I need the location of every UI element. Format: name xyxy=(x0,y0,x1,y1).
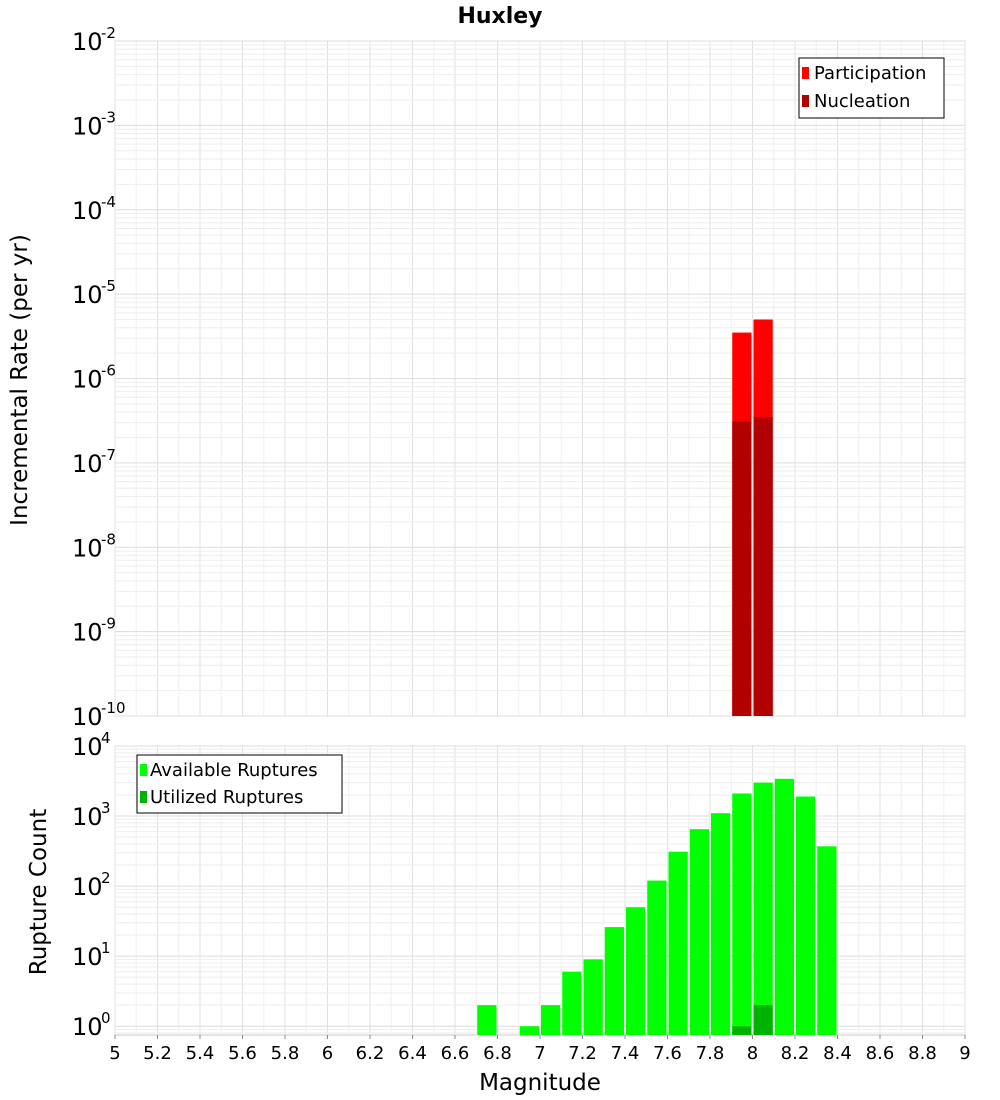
top-y-tick-label: 10 xyxy=(72,112,103,140)
legend-label-nucleation: Nucleation xyxy=(814,91,910,112)
bottom-y-tick-exponent: 1 xyxy=(101,939,111,957)
x-tick-label: 8.2 xyxy=(781,1043,810,1064)
bottom-y-tick-label: 10 xyxy=(72,943,103,971)
bottom-bar-a xyxy=(647,880,667,1035)
bottom-bar-a xyxy=(689,829,709,1035)
x-tick-label: 8.4 xyxy=(823,1043,852,1064)
top-y-tick-exponent: -7 xyxy=(101,446,116,464)
bottom-bar-a xyxy=(604,927,624,1035)
chart-title: Huxley xyxy=(457,4,542,29)
bottom-y-tick-label: 10 xyxy=(72,803,103,831)
legend-swatch-available xyxy=(140,764,147,776)
top-y-tick-label: 10 xyxy=(72,450,103,478)
x-tick-label: 7.8 xyxy=(696,1043,725,1064)
x-tick-label: 6.4 xyxy=(398,1043,427,1064)
bottom-legend-box xyxy=(136,754,343,814)
bottom-bar-a xyxy=(774,778,794,1035)
bottom-y-tick-label: 10 xyxy=(72,1013,103,1041)
top-bar-b xyxy=(732,421,752,716)
top-y-tick-exponent: -2 xyxy=(101,24,116,42)
x-tick-label: 6.8 xyxy=(483,1043,512,1064)
bottom-y-tick-exponent: 3 xyxy=(101,799,111,817)
legend-swatch-nucleation xyxy=(802,95,809,107)
bottom-bar-a xyxy=(626,907,646,1035)
bottom-bar-b xyxy=(732,1026,752,1035)
bottom-bar-a xyxy=(753,782,773,1035)
bottom-bar-a xyxy=(796,796,816,1035)
top-y-tick-label: 10 xyxy=(72,281,103,309)
legend-label-participation: Participation xyxy=(814,63,926,84)
top-y-tick-label: 10 xyxy=(72,366,103,394)
top-y-tick-label: 10 xyxy=(72,197,103,225)
top-gridlines xyxy=(114,40,966,717)
x-tick-label: 5.4 xyxy=(186,1043,215,1064)
bottom-bar-a xyxy=(541,1005,561,1035)
bottom-bar-a xyxy=(711,813,731,1035)
top-legend: Participation Nucleation xyxy=(798,57,945,119)
top-y-tick-exponent: -10 xyxy=(101,699,126,717)
bottom-y-tick-exponent: 0 xyxy=(101,1009,111,1027)
top-y-tick-exponent: -4 xyxy=(101,193,116,211)
x-tick-label: 5.2 xyxy=(143,1043,172,1064)
top-y-tick-label: 10 xyxy=(72,28,103,56)
x-tick-label: 6.6 xyxy=(441,1043,470,1064)
top-y-tick-exponent: -3 xyxy=(101,108,116,126)
bottom-bar-a xyxy=(732,793,752,1035)
bottom-bar-a xyxy=(583,959,603,1035)
x-tick-label: 7 xyxy=(534,1043,545,1064)
bottom-y-tick-label: 10 xyxy=(72,873,103,901)
top-y-axis-label: Incremental Rate (per yr) xyxy=(7,234,33,526)
bottom-bar-a xyxy=(668,851,688,1035)
legend-label-available: Available Ruptures xyxy=(150,760,318,781)
bottom-bar-a xyxy=(817,846,837,1035)
x-tick-label: 5.8 xyxy=(271,1043,300,1064)
bottom-bar-a xyxy=(519,1026,539,1035)
top-y-tick-exponent: -5 xyxy=(101,277,116,295)
x-tick-label: 8.6 xyxy=(866,1043,895,1064)
legend-swatch-participation xyxy=(802,67,809,79)
x-tick-label: 5 xyxy=(109,1043,120,1064)
top-y-tick-label: 10 xyxy=(72,703,103,731)
x-tick-label: 5.6 xyxy=(228,1043,257,1064)
bottom-y-tick-label: 10 xyxy=(72,733,103,761)
bottom-x-ticks: 5 5.2 5.4 5.6 5.8 6 6.2 6.4 6.6 6.8 7 7.2 7.4 7.6 7.8 8… xyxy=(109,1035,971,1064)
bottom-legend: Available Ruptures Utilized Ruptures xyxy=(136,754,343,814)
x-tick-label: 8 xyxy=(747,1043,758,1064)
top-y-tick-exponent: -9 xyxy=(101,615,116,633)
x-tick-label: 6 xyxy=(322,1043,333,1064)
bottom-bar-a xyxy=(562,971,582,1035)
top-y-tick-exponent: -6 xyxy=(101,362,116,380)
x-tick-label: 9 xyxy=(959,1043,970,1064)
top-y-tick-exponent: -8 xyxy=(101,530,116,548)
top-y-tick-label: 10 xyxy=(72,619,103,647)
top-bar-b xyxy=(753,416,773,716)
bottom-y-axis-label: Rupture Count xyxy=(26,809,52,975)
legend-swatch-utilized xyxy=(140,791,147,803)
legend-label-utilized: Utilized Ruptures xyxy=(150,787,303,808)
bottom-bar-a xyxy=(477,1005,497,1035)
x-tick-label: 7.6 xyxy=(653,1043,682,1064)
x-axis-label: Magnitude xyxy=(479,1070,601,1096)
bottom-bars xyxy=(477,778,837,1035)
top-legend-box xyxy=(798,57,945,119)
top-bars xyxy=(732,319,773,716)
bottom-bar-b xyxy=(753,1005,773,1035)
x-tick-label: 6.2 xyxy=(356,1043,385,1064)
bottom-y-tick-exponent: 4 xyxy=(101,729,111,747)
x-tick-label: 8.8 xyxy=(908,1043,937,1064)
top-y-tick-label: 10 xyxy=(72,534,103,562)
bottom-y-tick-exponent: 2 xyxy=(101,869,111,887)
x-tick-label: 7.2 xyxy=(568,1043,597,1064)
x-tick-label: 7.4 xyxy=(611,1043,640,1064)
